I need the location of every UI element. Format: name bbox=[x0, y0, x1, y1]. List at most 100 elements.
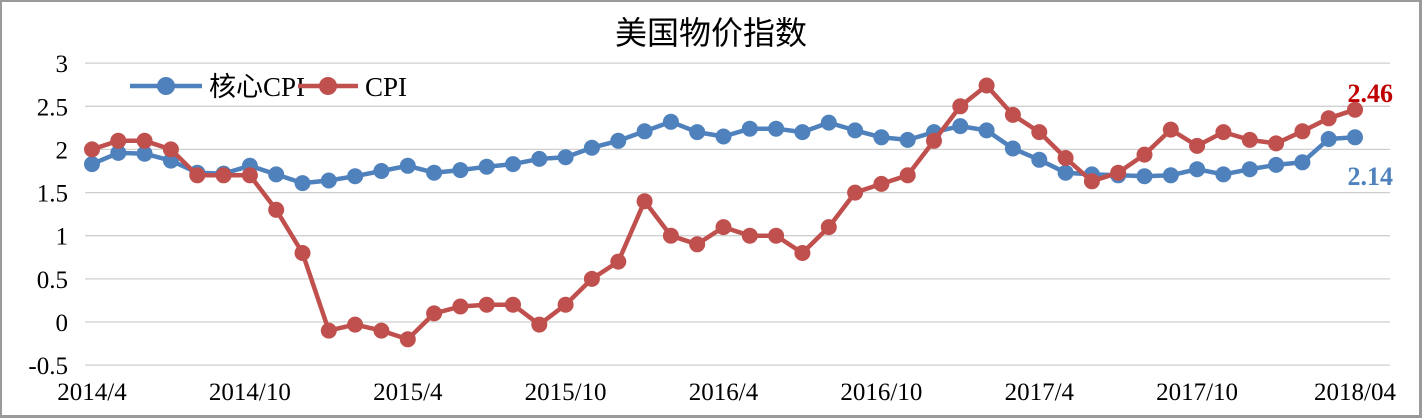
series-CPI bbox=[84, 77, 1363, 348]
x-tick-label: 2015/10 bbox=[525, 379, 607, 406]
data-point-核心CPI-2014/7 bbox=[162, 152, 179, 169]
data-point-CPI-2015/2 bbox=[347, 316, 364, 333]
data-point-CPI-2016/7 bbox=[794, 245, 811, 261]
data-point-核心CPI-2016/4 bbox=[715, 128, 732, 145]
data-point-CPI-2014/7 bbox=[162, 141, 179, 158]
data-point-核心CPI-2014/6 bbox=[136, 145, 153, 162]
data-point-CPI-2015/9 bbox=[531, 316, 548, 333]
y-tick-label: 2.5 bbox=[37, 94, 68, 121]
end-labels: 2.46 2.14 bbox=[1348, 79, 1394, 191]
x-axis-labels: 2014/4 2014/10 2015/4 2015/10 2016/4 2016/10 2… bbox=[57, 379, 1396, 406]
series-group bbox=[84, 77, 1363, 348]
data-point-核心CPI-2017/8 bbox=[1136, 168, 1153, 185]
data-point-核心CPI-2017/9 bbox=[1162, 167, 1179, 184]
data-point-CPI-2014/4 bbox=[84, 141, 100, 158]
data-point-CPI-2016/8 bbox=[820, 219, 837, 236]
data-point-核心CPI-2015/7 bbox=[478, 158, 495, 175]
data-point-CPI-2018/4 bbox=[1347, 101, 1363, 118]
data-point-CPI-2015/6 bbox=[452, 298, 469, 315]
data-point-CPI-2016/2 bbox=[662, 227, 679, 244]
chart-title: 美国物价指数 bbox=[615, 15, 807, 51]
data-point-核心CPI-2017/11 bbox=[1215, 166, 1232, 183]
data-point-核心CPI-2018/1 bbox=[1268, 156, 1285, 173]
data-point-核心CPI-2017/1 bbox=[952, 118, 969, 135]
data-point-CPI-2017/11 bbox=[1215, 124, 1232, 141]
data-point-CPI-2016/9 bbox=[847, 184, 864, 201]
data-point-CPI-2015/12 bbox=[610, 253, 627, 270]
data-point-CPI-2014/6 bbox=[136, 132, 153, 149]
y-tick-label: 3 bbox=[56, 51, 69, 78]
data-point-CPI-2017/6 bbox=[1083, 173, 1100, 190]
legend-marker-CPI bbox=[319, 77, 337, 95]
legend-label-CPI: CPI bbox=[365, 72, 407, 102]
data-point-CPI-2018/3 bbox=[1320, 110, 1337, 127]
data-point-CPI-2017/9 bbox=[1162, 121, 1179, 138]
data-point-CPI-2015/1 bbox=[320, 322, 337, 339]
data-point-核心CPI-2016/8 bbox=[820, 114, 837, 131]
data-point-核心CPI-2015/1 bbox=[320, 172, 337, 189]
x-tick-label: 2016/4 bbox=[689, 379, 759, 406]
data-point-CPI-2017/12 bbox=[1241, 131, 1258, 148]
data-point-核心CPI-2015/4 bbox=[399, 157, 416, 174]
data-point-核心CPI-2017/12 bbox=[1241, 161, 1258, 178]
data-point-CPI-2015/4 bbox=[399, 331, 416, 348]
legend-item-核心CPI: 核心CPI bbox=[130, 72, 305, 102]
data-point-核心CPI-2016/1 bbox=[636, 123, 653, 140]
data-point-核心CPI-2016/11 bbox=[899, 131, 916, 148]
legend: 核心CPI CPI bbox=[130, 72, 407, 102]
legend-marker-核心CPI bbox=[157, 77, 175, 95]
data-point-核心CPI-2014/11 bbox=[268, 166, 285, 183]
data-point-CPI-2018/2 bbox=[1294, 123, 1311, 140]
data-point-CPI-2016/6 bbox=[768, 227, 785, 244]
data-point-CPI-2014/12 bbox=[294, 245, 311, 261]
data-point-CPI-2016/11 bbox=[899, 167, 916, 184]
x-tick-label: 2014/4 bbox=[57, 379, 127, 406]
data-point-核心CPI-2017/10 bbox=[1189, 161, 1206, 178]
data-point-CPI-2017/10 bbox=[1189, 137, 1206, 154]
data-point-核心CPI-2016/5 bbox=[741, 120, 758, 137]
x-tick-label: 2018/04 bbox=[1314, 379, 1396, 406]
data-point-CPI-2016/1 bbox=[636, 193, 653, 210]
end-label-CPI: 2.46 bbox=[1348, 79, 1394, 108]
data-point-CPI-2014/11 bbox=[268, 201, 285, 218]
data-point-核心CPI-2015/11 bbox=[583, 139, 600, 156]
x-tick-label: 2017/4 bbox=[1005, 379, 1075, 406]
data-point-CPI-2017/7 bbox=[1110, 164, 1127, 181]
data-point-核心CPI-2018/2 bbox=[1294, 154, 1311, 171]
y-tick-label: 2 bbox=[56, 137, 69, 164]
data-point-CPI-2014/8 bbox=[189, 167, 206, 184]
data-point-CPI-2017/5 bbox=[1057, 150, 1074, 166]
x-tick-label: 2016/10 bbox=[840, 379, 922, 406]
y-axis-labels: 3 2.5 2 1.5 1 0.5 0 -0.5 bbox=[28, 51, 68, 380]
legend-label-核心CPI: 核心CPI bbox=[209, 72, 305, 102]
data-point-CPI-2015/3 bbox=[373, 322, 390, 339]
data-point-CPI-2015/10 bbox=[557, 296, 574, 313]
x-tick-label: 2017/10 bbox=[1156, 379, 1238, 406]
data-point-核心CPI-2014/12 bbox=[294, 175, 311, 192]
data-point-CPI-2015/7 bbox=[478, 296, 495, 313]
data-point-CPI-2017/3 bbox=[1004, 106, 1021, 123]
legend-item-CPI: CPI bbox=[298, 72, 407, 102]
data-point-核心CPI-2018/4 bbox=[1347, 129, 1363, 146]
data-point-核心CPI-2016/10 bbox=[873, 129, 890, 146]
data-point-核心CPI-2016/2 bbox=[662, 113, 679, 130]
y-tick-label: 1.5 bbox=[37, 181, 68, 208]
data-point-核心CPI-2017/2 bbox=[978, 122, 995, 139]
y-tick-label: 0.5 bbox=[37, 267, 68, 294]
data-point-CPI-2017/8 bbox=[1136, 146, 1153, 163]
data-point-CPI-2015/8 bbox=[505, 296, 521, 313]
data-point-核心CPI-2015/12 bbox=[610, 132, 627, 149]
data-point-CPI-2016/10 bbox=[873, 175, 890, 192]
data-point-CPI-2015/11 bbox=[583, 270, 600, 287]
data-point-核心CPI-2017/4 bbox=[1031, 151, 1048, 168]
data-point-CPI-2015/5 bbox=[426, 305, 443, 322]
data-point-CPI-2014/10 bbox=[241, 167, 258, 184]
data-point-核心CPI-2018/3 bbox=[1320, 131, 1337, 147]
end-label-核心CPI: 2.14 bbox=[1348, 162, 1394, 191]
data-point-核心CPI-2016/9 bbox=[847, 122, 864, 139]
y-tick-label: 0 bbox=[56, 310, 69, 337]
data-point-CPI-2016/3 bbox=[689, 236, 706, 253]
gridlines bbox=[85, 62, 1390, 366]
